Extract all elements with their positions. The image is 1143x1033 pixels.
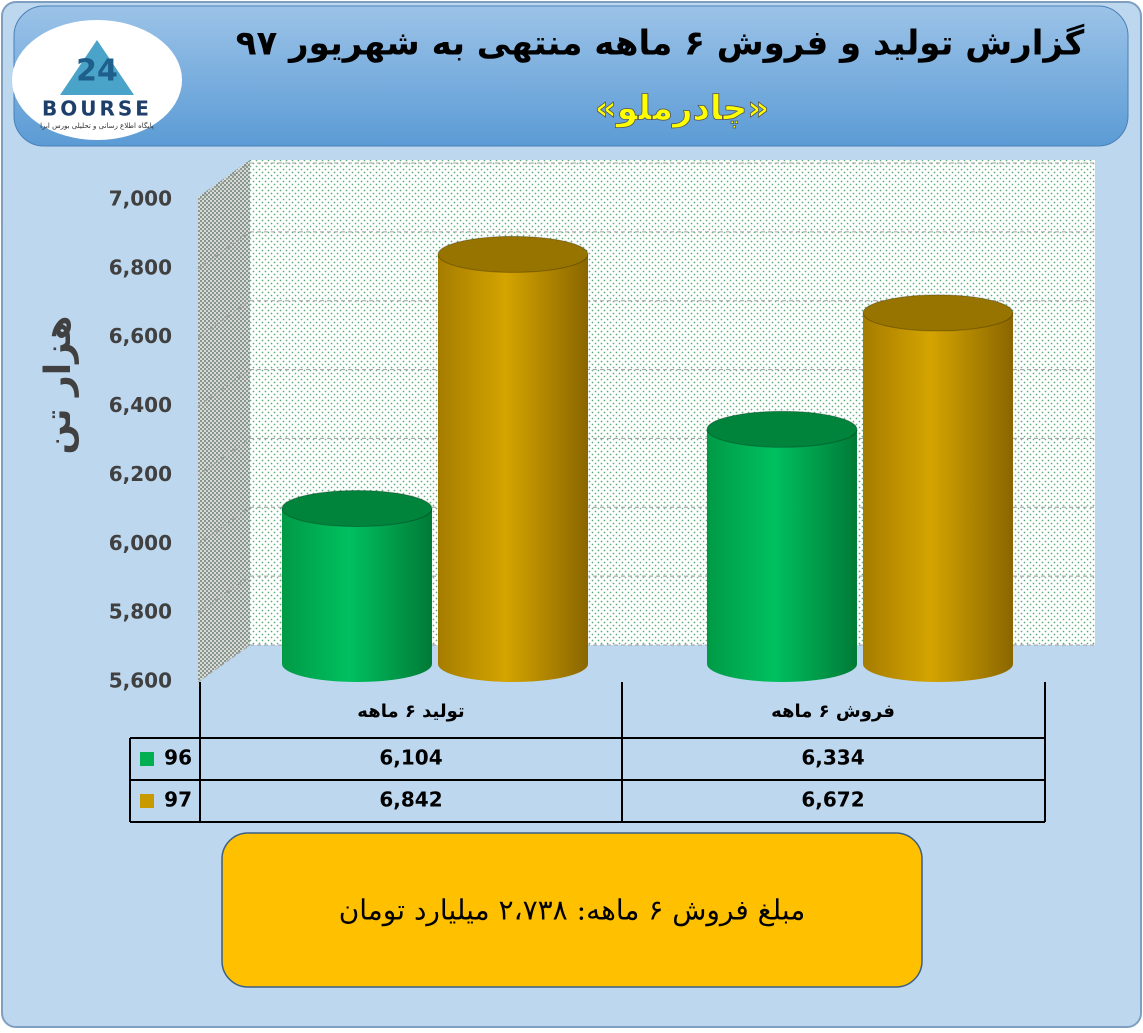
grid-line [197,644,251,683]
side-wall [198,160,250,682]
grid-line [197,506,251,545]
y-tick-label: 6,800 [109,255,172,279]
y-axis-label: هزار تن [38,316,79,455]
y-tick-label: 5,600 [109,669,172,693]
y-tick-label: 6,000 [109,531,172,555]
bar [282,508,432,664]
table-value: 6,334 [801,746,864,770]
x-tick-label: تولید ۶ ماهه [357,701,464,722]
y-tick-label: 6,600 [109,324,172,348]
bar [438,254,588,664]
logo-name: BOURSE [42,97,152,121]
grid-line [197,369,251,407]
legend-swatch [140,794,154,808]
cylinder-top [437,235,589,273]
bar [863,312,1013,664]
note-box [221,832,923,988]
y-tick-label: 5,800 [109,600,172,624]
grid-line [197,300,251,339]
cylinder-top [706,410,858,448]
table-value: 6,104 [379,746,442,770]
y-tick-label: 7,000 [109,187,172,211]
logo-number: 24 [76,54,118,89]
chart-title: گزارش تولید و فروش ۶ ماهه منتهی به شهریو… [236,24,1085,64]
grid-line [197,575,251,614]
grid-line [197,162,251,201]
cylinder-top [862,294,1014,332]
data-table [129,682,1046,823]
chart-subtitle: «چادرملو» [595,89,769,129]
legend-swatch [140,752,154,766]
x-tick-label: فروش ۶ ماهه [771,701,895,722]
grid-line [197,438,251,476]
grid-line [197,231,251,270]
y-tick-label: 6,200 [109,462,172,486]
legend-label: 97 [164,788,192,812]
table-value: 6,672 [801,788,864,812]
y-tick-label: 6,400 [109,393,172,417]
cylinder-top [281,489,433,527]
logo-shape [60,40,134,95]
note: مبلغ فروش ۶ ماهه: ۲،۷۳۸ میلیارد تومان [339,894,806,927]
table-value: 6,842 [379,788,442,812]
bar [707,429,857,664]
logo-caption: پایگاه اطلاع رسانی و تحلیلی بورس ایرا [40,121,154,130]
legend-label: 96 [164,746,192,770]
